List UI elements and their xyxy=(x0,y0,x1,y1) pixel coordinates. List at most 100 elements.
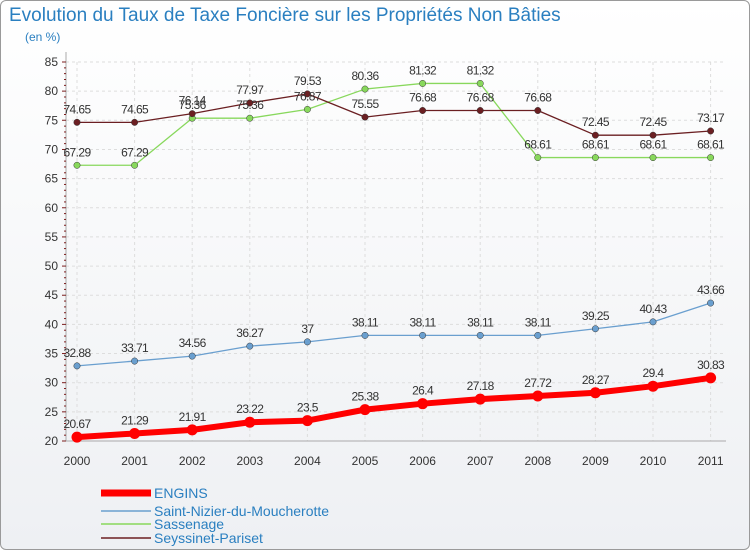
data-label-sassenage: 81.32 xyxy=(409,63,437,77)
point-engins xyxy=(186,424,198,436)
data-label-engins: 26.4 xyxy=(412,384,434,398)
point-engins xyxy=(705,372,717,384)
point-sassenage xyxy=(476,80,484,87)
data-label-engins: 23.22 xyxy=(236,402,264,416)
point-engins xyxy=(474,393,486,405)
point-sassenage xyxy=(707,154,715,162)
legend-label-saint-nizier-du-moucherotte: Saint-Nizier-du-Moucherotte xyxy=(154,503,329,519)
point-sassenage xyxy=(534,154,542,162)
data-label-sassenage: 80.36 xyxy=(351,69,379,83)
point-sassenage xyxy=(649,154,657,162)
y-tick-label: 55 xyxy=(45,230,59,244)
data-label-seyssinet-pariset: 79.53 xyxy=(294,74,322,88)
data-label-seyssinet-pariset: 75.55 xyxy=(351,97,379,111)
data-label-sassenage: 81.32 xyxy=(467,63,495,77)
data-label-engins: 21.91 xyxy=(179,410,207,424)
point-seyssinet-pariset xyxy=(361,113,369,121)
grid xyxy=(66,61,726,442)
data-label-saint-nizier-du-moucherotte: 38.11 xyxy=(467,315,494,329)
point-saint-nizier-du-moucherotte xyxy=(131,357,139,365)
data-label-seyssinet-pariset: 74.65 xyxy=(63,102,91,116)
y-tick-label: 85 xyxy=(45,55,59,69)
data-label-sassenage: 68.61 xyxy=(582,138,610,152)
x-tick-label: 2005 xyxy=(352,454,379,468)
point-saint-nizier-du-moucherotte xyxy=(188,352,196,360)
data-label-sassenage: 67.29 xyxy=(63,145,91,159)
x-tick-label: 2009 xyxy=(582,454,609,468)
point-sassenage xyxy=(419,80,427,87)
point-sassenage xyxy=(131,161,139,169)
point-seyssinet-pariset xyxy=(131,118,139,126)
data-label-sassenage: 75.36 xyxy=(179,98,207,112)
point-sassenage xyxy=(73,161,81,169)
point-saint-nizier-du-moucherotte xyxy=(649,318,657,326)
point-engins xyxy=(417,398,429,410)
data-label-saint-nizier-du-moucherotte: 36.27 xyxy=(236,326,264,340)
point-seyssinet-pariset xyxy=(188,110,196,118)
x-tick-label: 2001 xyxy=(121,454,148,468)
point-engins xyxy=(647,380,659,392)
x-tick-label: 2000 xyxy=(64,454,91,468)
point-engins xyxy=(71,431,83,443)
point-seyssinet-pariset xyxy=(476,107,484,114)
legend-label-sassenage: Sassenage xyxy=(154,516,224,532)
x-axis-ticks: 2000 2001 2002 2003 2004 2005 2006 2007 2008 2009… xyxy=(64,454,724,468)
data-label-seyssinet-pariset: 72.45 xyxy=(582,115,610,129)
y-tick-label: 50 xyxy=(45,259,59,273)
x-tick-label: 2006 xyxy=(409,454,436,468)
x-tick-label: 2008 xyxy=(524,454,551,468)
y-tick-label: 45 xyxy=(45,288,59,302)
data-label-seyssinet-pariset: 76.68 xyxy=(524,91,552,105)
data-label-sassenage: 67.29 xyxy=(121,145,149,159)
legend: ENGINS Saint-Nizier-du-MoucherotteSassena… xyxy=(101,485,329,546)
point-engins xyxy=(301,415,313,427)
point-sassenage xyxy=(591,154,599,162)
data-label-engins: 28.27 xyxy=(582,373,610,387)
y-tick-label: 70 xyxy=(45,142,59,156)
series-line-sassenage xyxy=(77,82,711,166)
x-tick-label: 2003 xyxy=(236,454,263,468)
y-tick-label: 20 xyxy=(45,434,59,448)
axes xyxy=(62,52,726,442)
data-label-saint-nizier-du-moucherotte: 37 xyxy=(301,322,314,336)
series-line-saint-nizier-du-moucherotte xyxy=(76,302,711,367)
y-tick-label: 65 xyxy=(45,172,59,186)
y-tick-label: 35 xyxy=(45,347,59,361)
series-line-engins xyxy=(76,374,712,441)
point-seyssinet-pariset xyxy=(73,118,81,126)
data-label-engins: 27.18 xyxy=(467,379,495,393)
data-label-seyssinet-pariset: 76.68 xyxy=(409,91,437,105)
series-line-seyssinet-pariset xyxy=(77,93,711,136)
point-seyssinet-pariset xyxy=(246,99,254,107)
point-seyssinet-pariset xyxy=(534,107,542,114)
y-axis-ticks: 20 25 30 35 40 45 50 55 60 65 70 75 80 85 xyxy=(45,55,59,448)
data-label-engins: 25.38 xyxy=(351,390,379,404)
point-saint-nizier-du-moucherotte xyxy=(73,362,81,370)
point-saint-nizier-du-moucherotte xyxy=(361,331,369,339)
point-saint-nizier-du-moucherotte xyxy=(591,325,599,333)
data-label-seyssinet-pariset: 72.45 xyxy=(639,115,667,129)
data-label-seyssinet-pariset: 74.65 xyxy=(121,102,149,116)
point-sassenage xyxy=(361,85,369,93)
point-engins xyxy=(129,427,141,439)
data-label-sassenage: 75.36 xyxy=(236,98,264,112)
y-tick-label: 60 xyxy=(45,201,59,215)
data-label-seyssinet-pariset: 76.68 xyxy=(467,91,495,105)
data-label-saint-nizier-du-moucherotte: 38.11 xyxy=(410,315,437,329)
legend-label-engins: ENGINS xyxy=(154,485,208,501)
y-tick-label: 75 xyxy=(45,113,59,127)
data-labels-layer: 20.67 21.29 21.91 23.22 23.5 25.38 26.4 27.18 27… xyxy=(63,63,725,431)
point-engins xyxy=(359,404,371,416)
point-saint-nizier-du-moucherotte xyxy=(303,338,311,346)
data-label-saint-nizier-du-moucherotte: 38.11 xyxy=(525,315,552,329)
series-layer xyxy=(71,80,717,443)
x-tick-label: 2011 xyxy=(698,454,724,468)
point-seyssinet-pariset xyxy=(591,131,599,139)
y-tick-label: 80 xyxy=(45,84,59,98)
x-tick-label: 2004 xyxy=(294,454,321,468)
y-tick-label: 25 xyxy=(45,405,59,419)
y-axis-unit: (en %) xyxy=(25,30,61,44)
data-label-seyssinet-pariset: 77.97 xyxy=(236,83,264,97)
